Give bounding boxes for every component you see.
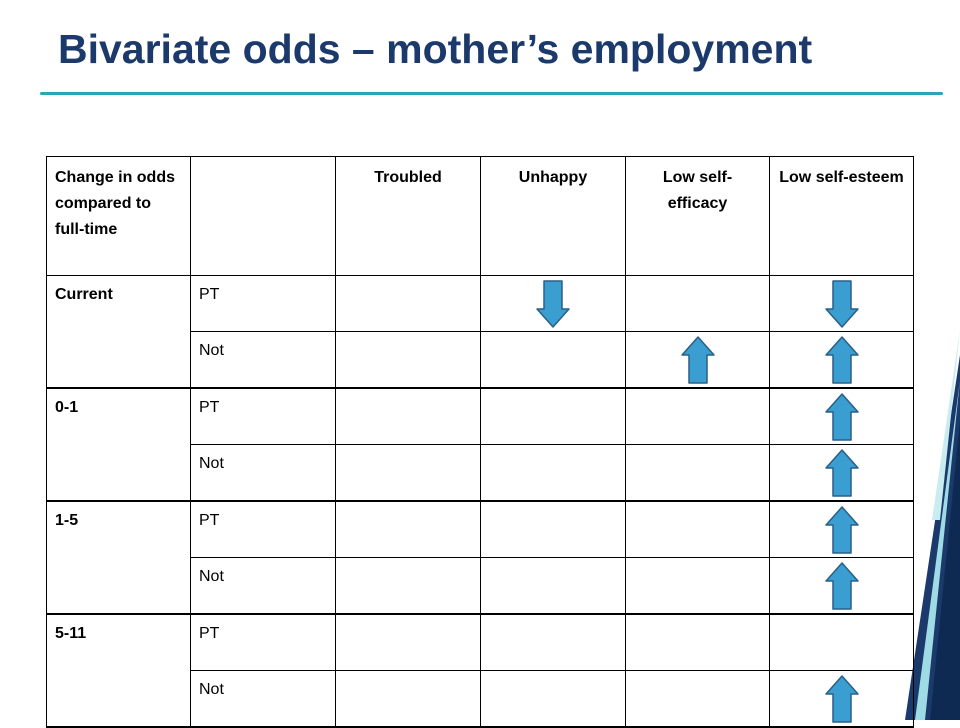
group-label: 1-5 [46,500,191,615]
employment-type-label: Not [190,557,336,615]
cell-low-self-efficacy [625,444,770,502]
employment-type-label: Not [190,331,336,389]
arrow-up-icon [824,561,859,610]
table-row: Not [47,557,914,615]
cell-low-self-efficacy [625,331,770,389]
employment-type-label: Not [190,670,336,728]
header-troubled: Troubled [335,156,481,276]
header-unhappy: Unhappy [480,156,626,276]
table-row: 1-5 PT [46,500,914,615]
cell-troubled [335,557,481,615]
cell-low-self-esteem [769,613,914,671]
arrow-down-icon [824,279,859,328]
cell-low-self-efficacy [625,557,770,615]
cell-unhappy [480,500,626,558]
table-header-row: Change in odds compared to full-time Tro… [46,156,914,276]
cell-troubled [335,670,481,728]
cell-low-self-esteem [769,670,914,728]
cell-low-self-esteem [769,387,914,445]
cell-unhappy [480,670,626,728]
header-low-self-efficacy: Low self-efficacy [625,156,770,276]
cell-troubled [335,331,481,389]
cell-low-self-esteem [769,275,914,332]
employment-type-label: PT [190,500,336,558]
cell-low-self-esteem [769,331,914,389]
employment-type-label: PT [190,275,336,332]
table-row: Not [47,444,914,502]
group-label: 0-1 [46,387,191,502]
cell-troubled [335,275,481,332]
cell-troubled [335,500,481,558]
cell-low-self-efficacy [625,613,770,671]
table-row: Current PT [46,275,914,389]
arrow-down-icon [536,279,570,328]
employment-type-label: PT [190,387,336,445]
arrow-up-icon [824,674,859,723]
odds-table: Change in odds compared to full-time Tro… [46,156,914,728]
cell-unhappy [480,387,626,445]
table-row: Not [47,331,914,389]
table-row: 0-1 PT [46,387,914,502]
cell-low-self-esteem [769,557,914,615]
cell-low-self-esteem [769,500,914,558]
group-label: 5-11 [46,613,191,728]
table-row: 5-11 PT [46,613,914,728]
employment-type-label: PT [190,613,336,671]
header-low-self-esteem: Low self-esteem [769,156,914,276]
arrow-up-icon [824,505,859,554]
cell-troubled [335,387,481,445]
arrow-up-icon [824,448,859,497]
cell-low-self-efficacy [625,387,770,445]
cell-low-self-efficacy [625,500,770,558]
cell-unhappy [480,275,626,332]
employment-type-label: Not [190,444,336,502]
cell-low-self-efficacy [625,670,770,728]
arrow-up-icon [824,335,859,384]
cell-unhappy [480,331,626,389]
header-employment-type [190,156,336,276]
header-change-in-odds: Change in odds compared to full-time [46,156,191,276]
arrow-up-icon [680,335,715,384]
cell-troubled [335,613,481,671]
cell-unhappy [480,613,626,671]
table-row: Not [47,670,914,728]
slide-title: Bivariate odds – mother’s employment [58,26,813,72]
cell-unhappy [480,444,626,502]
title-underline [40,92,943,95]
cell-unhappy [480,557,626,615]
group-label: Current [46,275,191,389]
cell-low-self-efficacy [625,275,770,332]
arrow-up-icon [824,392,859,441]
cell-troubled [335,444,481,502]
cell-low-self-esteem [769,444,914,502]
